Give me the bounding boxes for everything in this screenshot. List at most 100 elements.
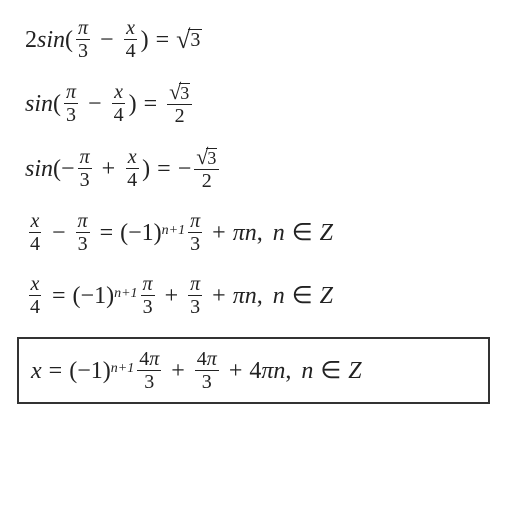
sin-fn: sin (37, 28, 65, 52)
den-4: 4 (28, 296, 42, 317)
sin-fn: sin (25, 157, 53, 181)
frac-pi-3: π 3 (188, 211, 202, 254)
lparen: ( (53, 157, 61, 181)
sqrt-content: 3 (188, 29, 202, 50)
rparen: ) (106, 284, 114, 308)
den-3: 3 (188, 296, 202, 317)
var-n: n (273, 221, 285, 245)
frac-pi-3: π 3 (64, 82, 78, 125)
pi-num: π (78, 147, 92, 169)
lparen: ( (69, 359, 77, 383)
frac-x-4: x 4 (125, 147, 139, 190)
equation-5: x 4 = (−1)n+1 π 3 + π 3 + πn, n ∈ Z (25, 274, 490, 317)
set-Z: Z (348, 359, 361, 383)
neg-one: −1 (81, 284, 107, 308)
plus-op: + (229, 359, 243, 383)
minus-op: − (100, 28, 114, 52)
den-3: 3 (64, 104, 78, 125)
lparen: ( (53, 92, 61, 116)
exp-np1: n+1 (111, 362, 134, 376)
den-3: 3 (200, 371, 214, 392)
sqrt3-num: √ 3 (167, 81, 192, 105)
sin-fn: sin (25, 92, 53, 116)
var-n: n (245, 221, 257, 245)
equals-op: = (52, 284, 66, 308)
x-num: x (126, 147, 139, 169)
x-num: x (112, 82, 125, 104)
lparen: ( (65, 28, 73, 52)
frac-sqrt3-2: √ 3 2 (167, 81, 192, 126)
neg-sign: − (178, 157, 192, 181)
den-2: 2 (200, 170, 214, 191)
pi-num: π (76, 211, 90, 233)
den-2: 2 (173, 105, 187, 126)
den-3: 3 (142, 371, 156, 392)
equation-3: sin( − π 3 + x 4 ) = − √ 3 2 (25, 146, 490, 191)
frac-pi-3: π 3 (76, 18, 90, 61)
math-derivation: 2sin( π 3 − x 4 ) = √ 3 sin( π 3 − x 4 )… (0, 0, 515, 422)
pi-num: π (188, 211, 202, 233)
den-4: 4 (28, 233, 42, 254)
pi: π (233, 221, 245, 245)
comma: , (257, 284, 263, 308)
den-3: 3 (141, 296, 155, 317)
frac-4pi-3: 4π 3 (195, 349, 219, 392)
pi-num: π (76, 18, 90, 40)
frac-x-4: x 4 (124, 18, 138, 61)
x-num: x (29, 211, 42, 233)
rparen: ) (142, 157, 150, 181)
equation-4: x 4 − π 3 = (−1)n+1 π 3 + πn, n ∈ Z (25, 211, 490, 254)
equation-final-boxed: x = (−1)n+1 4π 3 + 4π 3 + 4πn, n ∈ Z (17, 337, 490, 404)
den-3: 3 (78, 169, 92, 190)
pi-num: π (64, 82, 78, 104)
x-num: x (124, 18, 137, 40)
neg-sign: − (61, 157, 75, 181)
sqrt-3: √ 3 (176, 27, 202, 53)
frac-x-4: x 4 (28, 211, 42, 254)
den-4: 4 (112, 104, 126, 125)
plus-op: + (165, 284, 179, 308)
plus-op: + (212, 221, 226, 245)
pi-num: π (188, 274, 202, 296)
den-4: 4 (125, 169, 139, 190)
four: 4 (249, 359, 261, 383)
frac-pi-3: π 3 (78, 147, 92, 190)
neg-one: −1 (128, 221, 154, 245)
rparen: ) (103, 359, 111, 383)
var-x: x (31, 359, 42, 383)
lparen: ( (120, 221, 128, 245)
pi: π (233, 284, 245, 308)
pi: π (261, 359, 273, 383)
den-3: 3 (76, 40, 90, 61)
den-3: 3 (76, 233, 90, 254)
in-op: ∈ (292, 221, 313, 245)
coef-2: 2 (25, 28, 37, 52)
frac-pi-3: π 3 (76, 211, 90, 254)
set-Z: Z (320, 221, 333, 245)
frac-pi-3: π 3 (141, 274, 155, 317)
sqrt3-num: √ 3 (194, 146, 219, 170)
exp-np1: n+1 (162, 224, 185, 238)
plus-op: + (171, 359, 185, 383)
minus-op: − (52, 221, 66, 245)
x-num: x (29, 274, 42, 296)
set-Z: Z (320, 284, 333, 308)
den-4: 4 (124, 40, 138, 61)
var-n: n (273, 359, 285, 383)
in-op: ∈ (292, 284, 313, 308)
rparen: ) (154, 221, 162, 245)
rparen: ) (129, 92, 137, 116)
equals-op: = (100, 221, 114, 245)
fourpi-num: 4π (195, 349, 219, 371)
rparen: ) (141, 28, 149, 52)
frac-x-4: x 4 (112, 82, 126, 125)
den-3: 3 (188, 233, 202, 254)
plus-op: + (212, 284, 226, 308)
frac-sqrt3-2: √ 3 2 (194, 146, 219, 191)
comma: , (257, 221, 263, 245)
frac-4pi-3: 4π 3 (137, 349, 161, 392)
fourpi-num: 4π (137, 349, 161, 371)
lparen: ( (73, 284, 81, 308)
equation-1: 2sin( π 3 − x 4 ) = √ 3 (25, 18, 490, 61)
in-op: ∈ (320, 359, 341, 383)
